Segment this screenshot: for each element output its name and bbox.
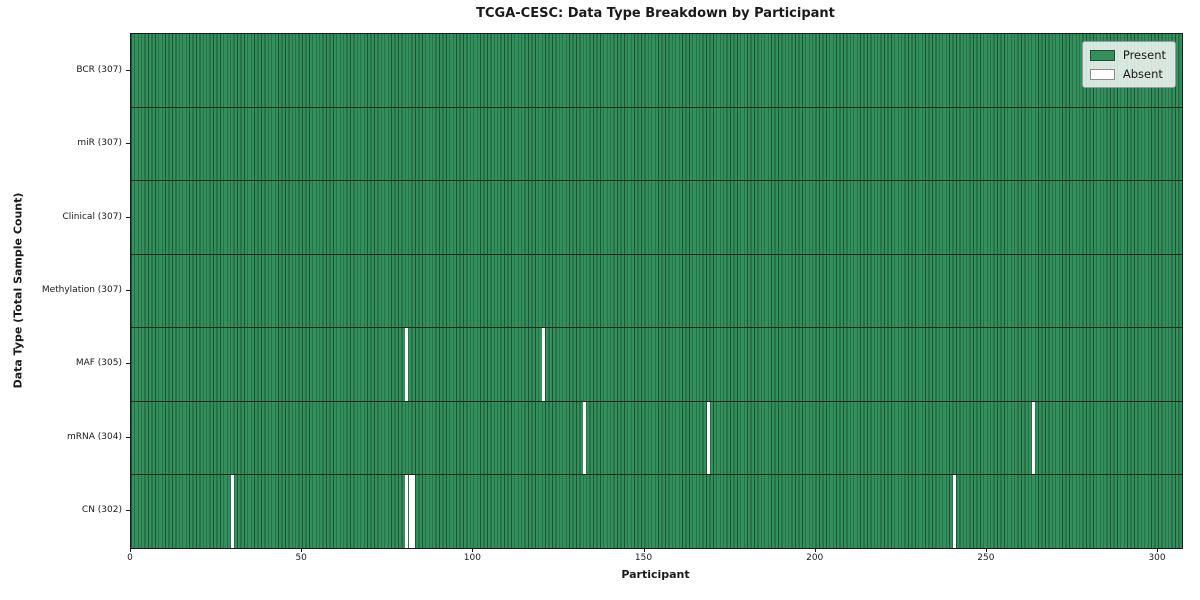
y-tick-label-clinical: Clinical (307) [62,211,122,222]
row-divider [131,474,1182,476]
legend-item-absent: Absent [1089,67,1166,81]
y-axis-tick [126,143,130,145]
chart-title: TCGA-CESC: Data Type Breakdown by Partic… [476,6,835,21]
plot-area: Present Absent [130,33,1183,549]
row-divider [131,327,1182,329]
absent-cell-mrna-132 [583,401,587,475]
absent-cell-cn-29 [230,474,234,548]
y-axis-tick [126,69,130,71]
x-axis-tick [1157,548,1159,552]
y-axis-tick [126,216,130,218]
y-axis-tick [126,363,130,365]
x-tick-label-200: 200 [806,553,824,563]
x-axis-tick [814,548,816,552]
heatmap-row-methylation [131,254,1182,328]
legend-item-present: Present [1089,48,1166,62]
y-axis-tick [126,290,130,291]
heatmap-row-maf [131,327,1182,402]
heatmap-row-bcr [131,34,1182,108]
absent-cell-maf-80 [405,327,409,402]
x-tick-label-100: 100 [463,553,481,563]
x-tick-label-300: 300 [1148,553,1166,563]
x-tick-label-150: 150 [634,553,653,563]
heatmap-row-mrna [131,401,1182,475]
heatmap-row-cn [131,474,1182,548]
x-axis-tick [130,548,131,552]
absent-cell-cn-81 [408,474,412,548]
absent-cell-mrna-263 [1031,401,1035,475]
x-tick-label-50: 50 [295,553,307,563]
row-divider [131,106,1182,108]
x-axis-label: Participant [621,568,690,581]
legend: Present Absent [1081,41,1176,88]
heatmap-row-clinical [131,180,1182,255]
legend-label-present: Present [1122,48,1166,62]
x-axis-tick [643,548,645,552]
y-tick-label-methylation: Methylation (307) [41,285,122,295]
y-tick-label-mir: miR (307) [77,138,122,149]
y-tick-label-bcr: BCR (307) [76,64,122,75]
y-axis-tick [126,510,130,512]
y-axis-tick [126,436,130,438]
x-axis-tick [985,548,987,552]
row-divider [131,400,1182,402]
y-tick-label-mrna: mRNA (304) [67,431,122,442]
absent-cell-cn-240 [953,474,957,548]
absent-swatch-icon [1089,68,1115,80]
legend-label-absent: Absent [1122,67,1163,81]
absent-cell-mrna-168 [706,401,710,475]
absent-cell-cn-82 [412,474,416,548]
row-divider [131,180,1182,182]
y-tick-label-maf: MAF (305) [75,358,122,369]
y-tick-label-cn: CN (302) [81,505,122,516]
present-swatch-icon [1089,49,1115,61]
heatmap-row-mir [131,107,1182,181]
x-tick-label-0: 0 [127,553,133,563]
x-axis-tick [472,548,474,552]
absent-cell-cn-80 [405,474,409,548]
x-tick-label-250: 250 [977,553,995,563]
absent-cell-maf-120 [542,327,546,402]
row-divider [131,253,1182,255]
x-axis-tick [301,548,303,552]
